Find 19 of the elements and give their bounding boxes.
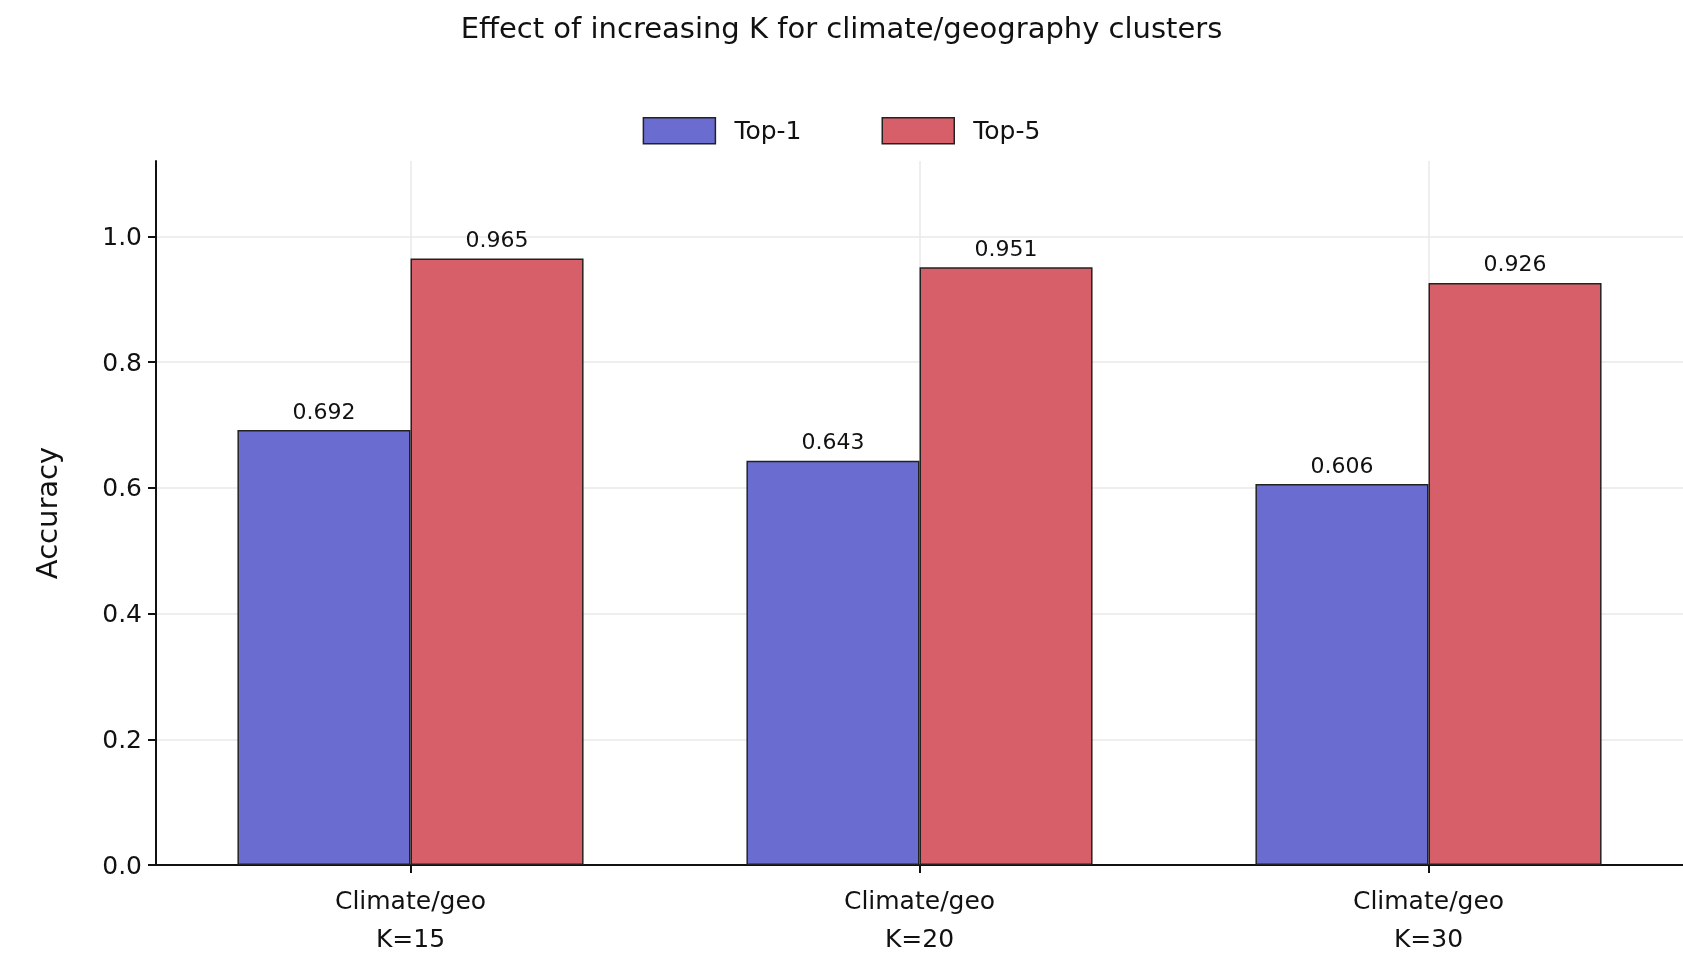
y-tick-label: 0.0	[102, 850, 142, 880]
x-tick-label: Climate/geo K=30	[1352, 885, 1505, 953]
data-label: 0.926	[1483, 251, 1547, 277]
data-label: 0.606	[1310, 452, 1374, 478]
y-axis-title: Accuracy	[29, 446, 64, 580]
y-tick-label: 0.2	[102, 724, 142, 754]
y-tick-label: 0.6	[102, 473, 142, 503]
y-tick-label: 1.0	[102, 221, 142, 251]
x-tick-label: Climate/geo K=20	[843, 885, 996, 953]
y-tick-label: 0.4	[102, 599, 142, 629]
y-tick-label: 0.8	[102, 347, 142, 377]
chart-title: Effect of increasing K for climate/geography clusters	[460, 10, 1223, 45]
data-label: 0.951	[974, 235, 1038, 261]
data-label: 0.643	[801, 429, 865, 455]
x-tick-label: Climate/geo K=15	[334, 885, 487, 953]
legend-label: Top-5	[972, 116, 1041, 146]
legend-label: Top-1	[733, 116, 802, 146]
data-label: 0.965	[465, 226, 529, 252]
data-label: 0.692	[292, 398, 356, 424]
